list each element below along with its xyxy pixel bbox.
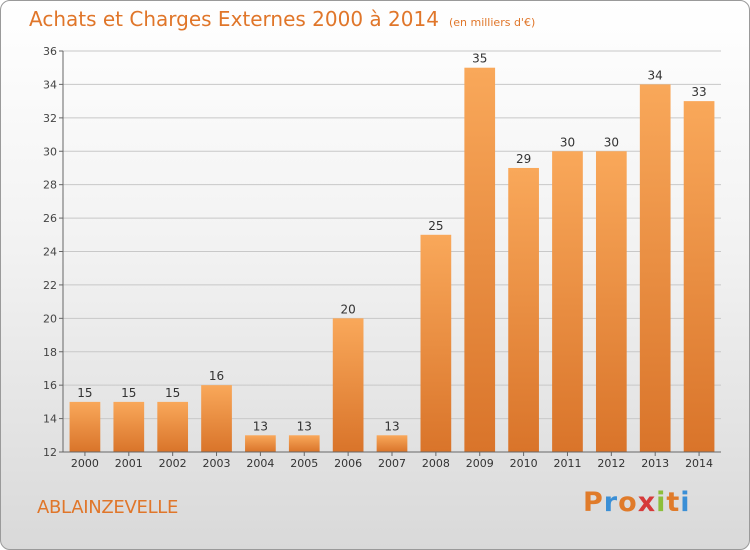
commune-name: ABLAINZEVELLE xyxy=(37,497,179,518)
y-tick-label: 24 xyxy=(43,246,57,259)
logo-letter: P xyxy=(583,487,604,518)
chart-title-text: Achats et Charges Externes 2000 à 2014 xyxy=(29,7,439,31)
logo-letter: o xyxy=(618,487,638,518)
x-tick-label: 2005 xyxy=(290,457,318,470)
logo-letter: r xyxy=(603,487,619,518)
y-tick-label: 16 xyxy=(43,379,57,392)
x-tick-label: 2001 xyxy=(115,457,143,470)
x-tick-label: 2003 xyxy=(203,457,231,470)
bar-2008 xyxy=(420,234,452,452)
x-tick-label: 2011 xyxy=(553,457,581,470)
x-tick-label: 2000 xyxy=(71,457,99,470)
bars: 15 15 15 16 13 13 20 13 25 35 29 30 30 34 33 xyxy=(69,52,715,453)
data-label: 29 xyxy=(516,152,531,166)
data-label: 25 xyxy=(428,219,443,233)
y-tick-label: 18 xyxy=(43,346,57,359)
bar-2000 xyxy=(69,401,101,452)
logo-letter: t xyxy=(666,487,681,518)
data-label: 13 xyxy=(253,419,268,433)
x-tick-label: 2007 xyxy=(378,457,406,470)
bar-2013 xyxy=(639,84,671,453)
x-tick-label: 2013 xyxy=(641,457,669,470)
bar-2003 xyxy=(201,385,232,452)
bar-2001 xyxy=(113,401,145,452)
x-tick-label: 2004 xyxy=(246,457,274,470)
y-tick-label: 12 xyxy=(43,446,57,459)
data-label: 15 xyxy=(77,386,92,400)
x-tick-label: 2009 xyxy=(466,457,494,470)
data-label: 33 xyxy=(691,85,706,99)
y-tick-label: 32 xyxy=(43,112,57,125)
data-label: 35 xyxy=(472,52,487,66)
proxiti-logo[interactable]: Proxiti xyxy=(583,487,691,518)
data-label: 13 xyxy=(384,419,399,433)
logo-letter: i xyxy=(680,487,691,518)
data-label: 15 xyxy=(165,386,180,400)
data-label: 30 xyxy=(604,135,619,149)
bar-2014 xyxy=(683,101,715,452)
bar-2012 xyxy=(595,151,627,452)
data-label: 30 xyxy=(560,135,575,149)
y-tick-label: 14 xyxy=(43,413,57,426)
bar-2011 xyxy=(552,151,583,452)
chart-title: Achats et Charges Externes 2000 à 2014 (e… xyxy=(29,7,535,31)
data-label: 13 xyxy=(297,419,312,433)
data-label: 15 xyxy=(121,386,136,400)
bar-2010 xyxy=(508,167,539,453)
bar-2004 xyxy=(245,435,276,452)
logo-letter: x xyxy=(637,487,657,518)
x-tick-label: 2002 xyxy=(159,457,187,470)
bar-2009 xyxy=(464,67,496,452)
x-tick-label: 2010 xyxy=(510,457,538,470)
y-tick-label: 22 xyxy=(43,279,57,292)
y-tick-label: 30 xyxy=(43,145,57,158)
bar-2007 xyxy=(376,435,408,452)
bar-2002 xyxy=(157,401,189,452)
chart-unit: (en milliers d'€) xyxy=(448,16,536,29)
data-label: 34 xyxy=(648,68,663,82)
axes: 12 14 16 18 20 22 24 26 28 30 32 34 36 2000 2001 2002 20… xyxy=(43,45,721,470)
x-tick-label: 2006 xyxy=(334,457,362,470)
logo-letter: i xyxy=(656,487,667,518)
bar-2005 xyxy=(288,435,320,452)
y-tick-label: 20 xyxy=(43,312,57,325)
y-tick-label: 28 xyxy=(43,179,57,192)
data-label: 20 xyxy=(340,302,355,316)
data-label: 16 xyxy=(209,369,224,383)
x-tick-label: 2014 xyxy=(685,457,713,470)
y-tick-label: 34 xyxy=(43,78,57,91)
bar-2006 xyxy=(332,318,364,452)
x-tick-label: 2012 xyxy=(597,457,625,470)
x-tick-label: 2008 xyxy=(422,457,450,470)
y-tick-label: 26 xyxy=(43,212,57,225)
y-tick-label: 36 xyxy=(43,45,57,58)
